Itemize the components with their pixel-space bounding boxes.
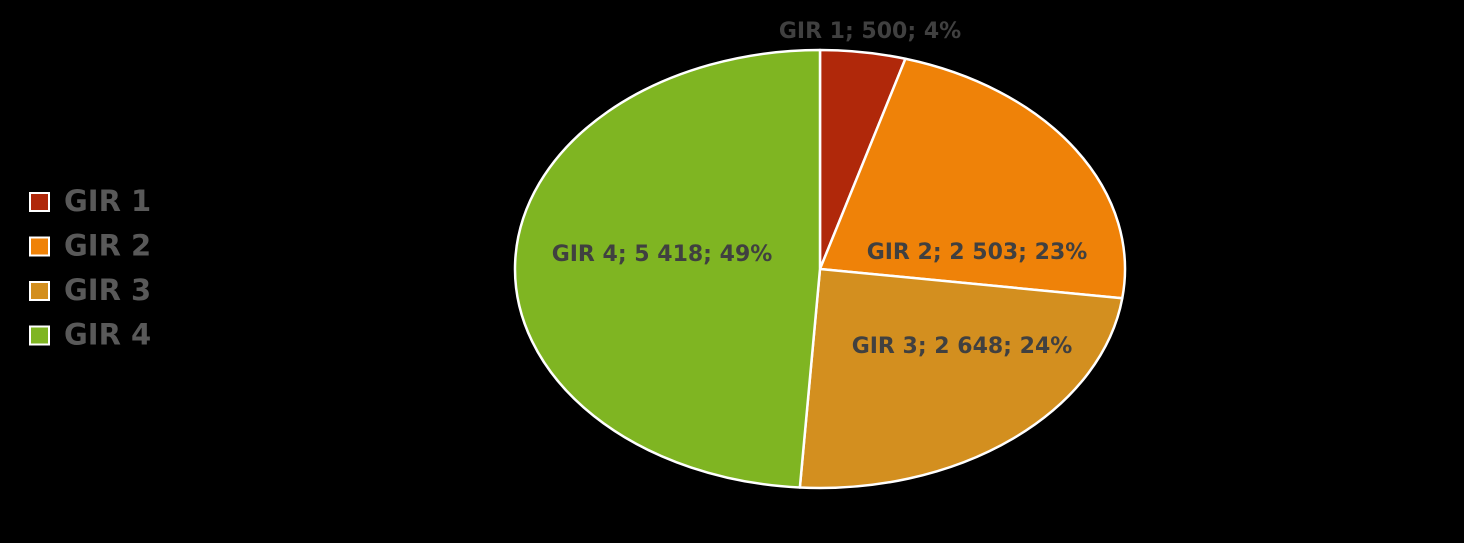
slice-label: GIR 4; 5 418; 49% <box>552 242 773 267</box>
pie-slice <box>513 48 822 489</box>
legend-label: GIR 4 <box>64 318 151 352</box>
legend-swatch <box>29 236 50 257</box>
pie-slice <box>818 57 1127 300</box>
slice-label: GIR 1; 500; 4% <box>779 19 961 44</box>
legend-label: GIR 1 <box>64 184 151 218</box>
legend-swatch <box>29 192 50 212</box>
slice-label: GIR 3; 2 648; 24% <box>852 334 1073 359</box>
slice-label: GIR 2; 2 503; 23% <box>867 240 1088 265</box>
legend-label: GIR 2 <box>64 229 151 263</box>
legend-swatch <box>29 281 50 301</box>
pie-slice <box>798 267 1124 490</box>
legend-label: GIR 3 <box>64 273 151 307</box>
legend-swatch <box>29 325 50 346</box>
